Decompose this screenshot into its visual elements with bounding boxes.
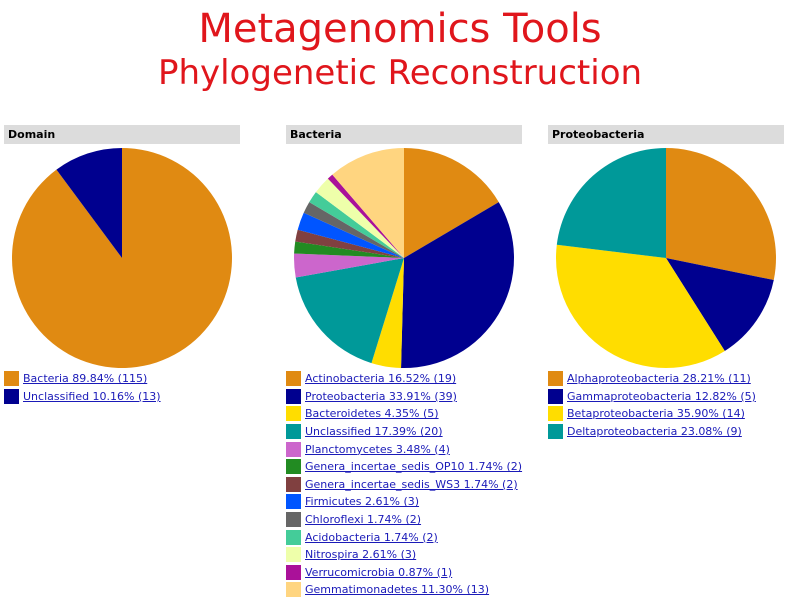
legend-swatch <box>286 388 301 404</box>
proteobacteria-legend: Alphaproteobacteria 28.21% (11) Gammaprot… <box>548 370 756 440</box>
legend-link-unclassified[interactable]: Unclassified 10.16% (13) <box>23 389 161 403</box>
legend-link-deltaproteobacteria[interactable]: Deltaproteobacteria 23.08% (9) <box>567 425 742 439</box>
pie-slice-chloroflexi[interactable] <box>303 202 404 258</box>
legend-link-proteobacteria[interactable]: Proteobacteria 33.91% (39) <box>305 389 457 403</box>
legend-swatch <box>548 388 563 404</box>
domain-legend: Bacteria 89.84% (115) Unclassified 10.16%… <box>4 370 161 405</box>
legend-swatch <box>286 476 301 492</box>
pie-slice-genera-incertae-sedis-op10[interactable] <box>294 241 404 258</box>
legend-item-genera-incertae-sedis-op10: Genera_incertae_sedis_OP10 1.74% (2) <box>286 458 522 476</box>
pie-slice-verrucomicrobia[interactable] <box>327 174 404 258</box>
legend-link-planctomycetes[interactable]: Planctomycetes 3.48% (4) <box>305 442 450 456</box>
legend-item-firmicutes: Firmicutes 2.61% (3) <box>286 493 522 511</box>
legend-swatch <box>286 424 301 440</box>
legend-link-betaproteobacteria[interactable]: Betaproteobacteria 35.90% (14) <box>567 407 745 421</box>
pie-slice-acidobacteria[interactable] <box>309 192 404 258</box>
pie-slice-genera-incertae-sedis-ws3[interactable] <box>295 229 404 258</box>
legend-link-alphaproteobacteria[interactable]: Alphaproteobacteria 28.21% (11) <box>567 372 751 386</box>
legend-swatch <box>548 406 563 422</box>
legend-item-alphaproteobacteria: Alphaproteobacteria 28.21% (11) <box>548 370 756 388</box>
legend-swatch <box>4 371 19 387</box>
legend-link-unclassified[interactable]: Unclassified 17.39% (20) <box>305 425 443 439</box>
bacteria-legend: Actinobacteria 16.52% (19) Proteobacteria… <box>286 370 522 599</box>
proteobacteria-panel-title: Proteobacteria <box>548 125 784 144</box>
legend-item-gemmatimonadetes: Gemmatimonadetes 11.30% (13) <box>286 581 522 599</box>
legend-link-firmicutes[interactable]: Firmicutes 2.61% (3) <box>305 495 420 509</box>
pie-slice-firmicutes[interactable] <box>297 212 404 258</box>
legend-link-gemmatimonadetes[interactable]: Gemmatimonadetes 11.30% (13) <box>305 583 490 597</box>
legend-swatch <box>286 494 301 510</box>
legend-item-acidobacteria: Acidobacteria 1.74% (2) <box>286 528 522 546</box>
legend-swatch <box>286 547 301 563</box>
legend-swatch <box>548 371 563 387</box>
legend-item-actinobacteria: Actinobacteria 16.52% (19) <box>286 370 522 388</box>
legend-link-actinobacteria[interactable]: Actinobacteria 16.52% (19) <box>305 372 457 386</box>
legend-swatch <box>286 371 301 387</box>
pie-slice-bacteria[interactable] <box>11 148 232 368</box>
legend-item-chloroflexi: Chloroflexi 1.74% (2) <box>286 511 522 529</box>
pie-slice-gemmatimonadetes[interactable] <box>332 148 404 258</box>
legend-link-gammaproteobacteria[interactable]: Gammaproteobacteria 12.82% (5) <box>567 389 756 403</box>
pie-slice-gammaproteobacteria[interactable] <box>666 258 774 351</box>
legend-item-nitrospira: Nitrospira 2.61% (3) <box>286 546 522 564</box>
page-subtitle: Phylogenetic Reconstruction <box>157 53 643 93</box>
bacteria-panel-title: Bacteria <box>286 125 522 144</box>
pie-slice-nitrospira[interactable] <box>315 178 404 258</box>
domain-pie-chart <box>11 148 232 368</box>
legend-link-genera-incertae-sedis-ws3[interactable]: Genera_incertae_sedis_WS3 1.74% (2) <box>305 477 518 491</box>
legend-item-gammaproteobacteria: Gammaproteobacteria 12.82% (5) <box>548 388 756 406</box>
domain-panel: Domain Bacteria 89.84% (115) Unclassified… <box>4 125 240 404</box>
legend-swatch <box>286 459 301 475</box>
pie-slice-deltaproteobacteria[interactable] <box>556 148 666 258</box>
legend-link-nitrospira[interactable]: Nitrospira 2.61% (3) <box>305 548 417 562</box>
legend-swatch <box>286 512 301 528</box>
legend-item-proteobacteria: Proteobacteria 33.91% (39) <box>286 388 522 406</box>
proteobacteria-panel: Proteobacteria Alphaproteobacteria 28.21… <box>548 125 784 440</box>
legend-swatch <box>286 582 301 598</box>
pie-slice-alphaproteobacteria[interactable] <box>666 148 776 281</box>
legend-link-chloroflexi[interactable]: Chloroflexi 1.74% (2) <box>305 513 422 527</box>
legend-item-bacteroidetes: Bacteroidetes 4.35% (5) <box>286 405 522 423</box>
pie-slice-proteobacteria[interactable] <box>401 202 514 368</box>
legend-item-unclassified: Unclassified 17.39% (20) <box>286 423 522 441</box>
pie-slice-actinobacteria[interactable] <box>404 148 499 258</box>
legend-item-bacteria: Bacteria 89.84% (115) <box>4 370 161 388</box>
pie-slice-planctomycetes[interactable] <box>294 253 404 278</box>
legend-swatch <box>286 406 301 422</box>
pie-slice-unclassified[interactable] <box>295 258 404 364</box>
legend-link-genera-incertae-sedis-op10[interactable]: Genera_incertae_sedis_OP10 1.74% (2) <box>305 460 523 474</box>
legend-item-planctomycetes: Planctomycetes 3.48% (4) <box>286 440 522 458</box>
legend-swatch <box>286 529 301 545</box>
legend-swatch <box>286 441 301 457</box>
legend-link-verrucomicrobia[interactable]: Verrucomicrobia 0.87% (1) <box>305 565 453 579</box>
legend-swatch <box>286 564 301 580</box>
legend-link-bacteroidetes[interactable]: Bacteroidetes 4.35% (5) <box>305 407 439 421</box>
legend-item-deltaproteobacteria: Deltaproteobacteria 23.08% (9) <box>548 423 756 441</box>
proteobacteria-pie-chart <box>556 148 776 368</box>
legend-swatch <box>4 388 19 404</box>
legend-item-betaproteobacteria: Betaproteobacteria 35.90% (14) <box>548 405 756 423</box>
bacteria-panel: Bacteria Actinobacteria 16.52% (19) Prote… <box>286 125 522 598</box>
legend-swatch <box>548 424 563 440</box>
legend-item-genera-incertae-sedis-ws3: Genera_incertae_sedis_WS3 1.74% (2) <box>286 476 522 494</box>
page-title: Metagenomics Tools <box>198 6 602 52</box>
legend-item-unclassified: Unclassified 10.16% (13) <box>4 388 161 406</box>
pie-slice-bacteroidetes[interactable] <box>371 258 404 368</box>
legend-item-verrucomicrobia: Verrucomicrobia 0.87% (1) <box>286 564 522 582</box>
bacteria-pie-chart <box>294 148 514 368</box>
legend-link-bacteria[interactable]: Bacteria 89.84% (115) <box>23 372 148 386</box>
domain-panel-title: Domain <box>4 125 240 144</box>
pie-slice-betaproteobacteria[interactable] <box>556 244 725 368</box>
legend-link-acidobacteria[interactable]: Acidobacteria 1.74% (2) <box>305 530 438 544</box>
pie-slice-unclassified[interactable] <box>56 148 123 258</box>
